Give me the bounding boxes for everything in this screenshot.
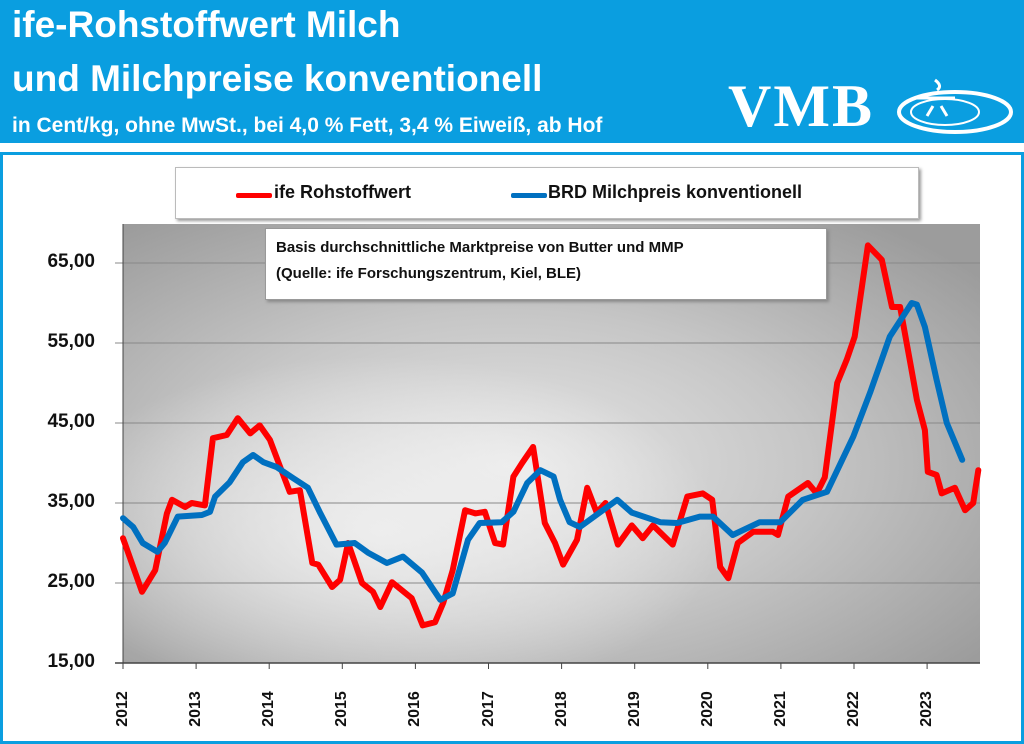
legend-label-ife: ife Rohstoffwert <box>274 182 411 202</box>
header-banner: ife-Rohstoffwert Milch und Milchpreise k… <box>0 0 1024 143</box>
x-tick-label: 2021 <box>771 691 789 727</box>
y-tick-label: 25,00 <box>47 571 95 592</box>
y-tick-label: 45,00 <box>47 411 95 432</box>
annotation-line-2: (Quelle: ife Forschungszentrum, Kiel, BL… <box>276 265 582 282</box>
legend-swatch-ife <box>236 193 272 198</box>
legend: ife Rohstoffwert BRD Milchpreis konventi… <box>175 167 919 219</box>
title-line-1: ife-Rohstoffwert Milch <box>12 4 401 45</box>
y-tick-label: 55,00 <box>47 331 95 352</box>
legend-label-brd: BRD Milchpreis konventionell <box>548 182 803 202</box>
x-tick-label: 2014 <box>260 691 278 727</box>
y-tick-label: 35,00 <box>47 491 95 512</box>
x-tick-label: 2018 <box>552 691 570 727</box>
x-tick-label: 2015 <box>333 691 351 727</box>
x-tick-label: 2020 <box>698 691 716 727</box>
x-tick-label: 2016 <box>406 691 424 727</box>
vmb-logo: VMB <box>728 73 874 139</box>
subtitle: in Cent/kg, ohne MwSt., bei 4,0 % Fett, … <box>12 114 603 137</box>
legend-swatch-brd <box>511 193 547 198</box>
series-line-ife-rohstoffwert <box>120 242 982 629</box>
milk-drop-logo-icon <box>897 78 1013 134</box>
x-tick-label: 2013 <box>187 691 205 727</box>
annotation-line-1: Basis durchschnittliche Marktpreise von … <box>276 239 684 256</box>
y-tick-label: 65,00 <box>47 251 95 272</box>
x-tick-label: 2012 <box>114 691 131 727</box>
x-tick-label: 2023 <box>918 691 936 727</box>
x-tick-label: 2022 <box>845 691 862 727</box>
series-line-brd-milchpreis <box>120 300 966 603</box>
x-tick-label: 2019 <box>625 691 643 727</box>
source-annotation: Basis durchschnittliche Marktpreise von … <box>265 228 827 300</box>
y-tick-label: 15,00 <box>47 651 95 672</box>
x-tick-label: 2017 <box>479 691 497 727</box>
title-line-2: und Milchpreise konventionell <box>12 58 543 99</box>
